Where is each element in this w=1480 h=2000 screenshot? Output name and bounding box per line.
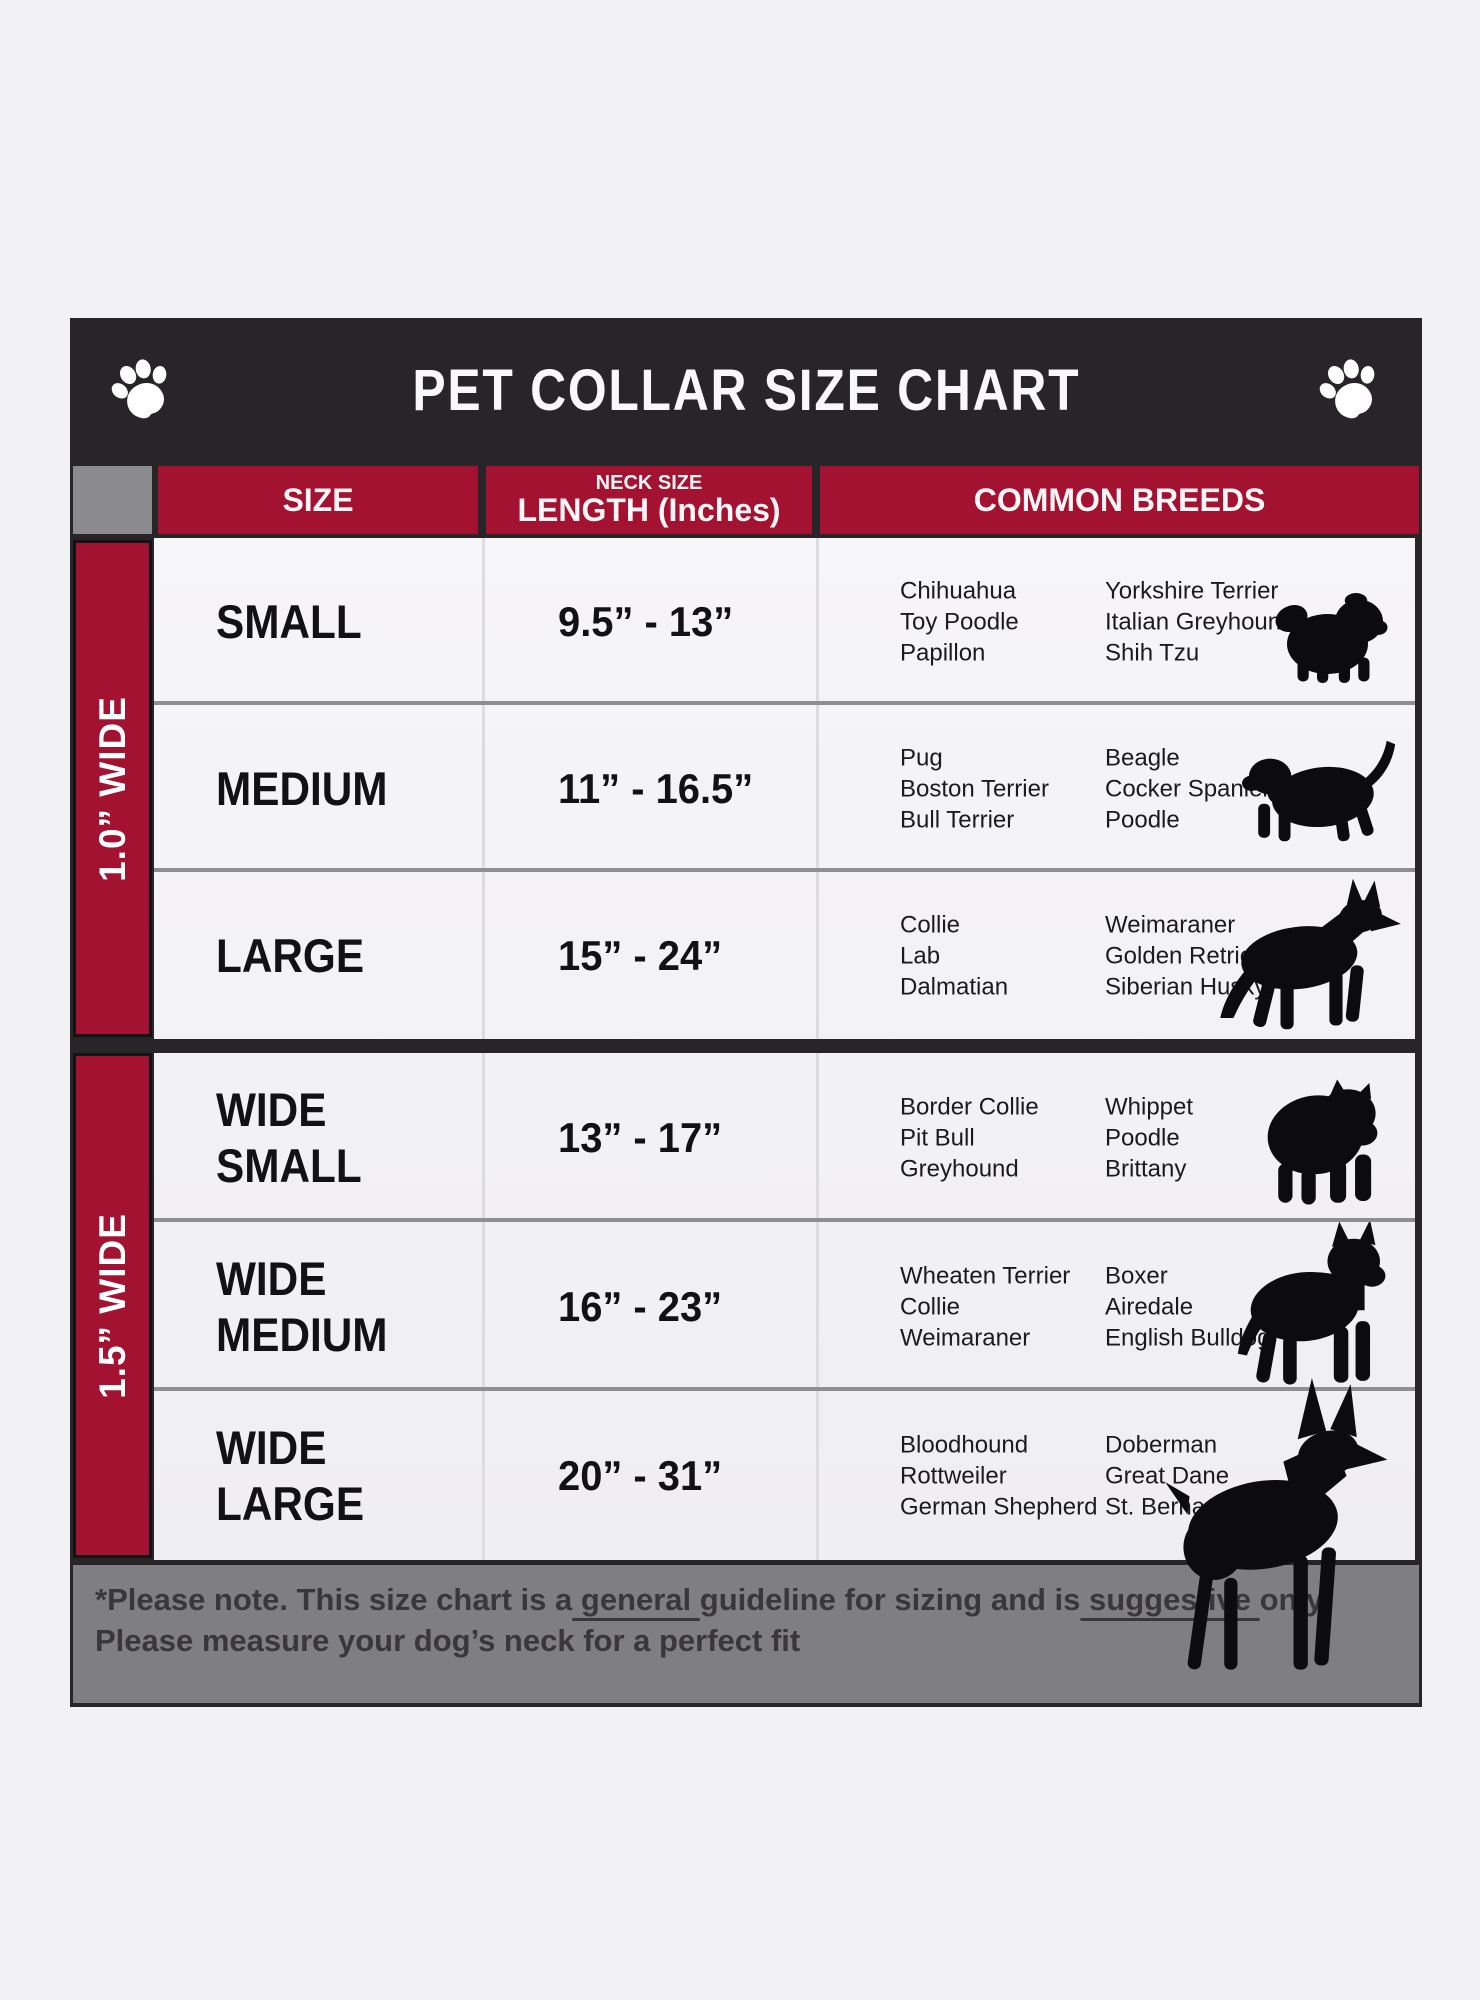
breeds-list: Beagle Cocker Spaniel Poodle bbox=[1105, 744, 1268, 833]
underlined-word-general: general bbox=[572, 1582, 700, 1617]
pet-collar-size-chart: PET COLLAR SIZE CHART SIZE NECK SIZE LEN… bbox=[70, 318, 1422, 1707]
column-header-length-inches: LENGTH (Inches) bbox=[517, 492, 781, 528]
table-row-large: LARGE 15” - 24” Collie Lab Dalmatian Wei… bbox=[154, 872, 1415, 1039]
footnote-text: *Please note. This size chart is a gener… bbox=[95, 1582, 1330, 1658]
doberman-dog-icon bbox=[1165, 1378, 1388, 1670]
length-value: 13” - 17” bbox=[558, 1113, 723, 1161]
column-header-size: SIZE bbox=[158, 466, 478, 534]
width-rail-1-5-inch: 1.5” WIDE bbox=[73, 1053, 152, 1558]
chart-title: PET COLLAR SIZE CHART bbox=[412, 357, 1080, 423]
size-label: LARGE bbox=[216, 928, 365, 982]
length-value: 11” - 16.5” bbox=[558, 764, 754, 812]
size-label: MEDIUM bbox=[216, 761, 388, 815]
breeds-list: Pug Boston Terrier Bull Terrier bbox=[900, 744, 1049, 833]
footer-note: *Please note. This size chart is a gener… bbox=[73, 1565, 1419, 1703]
table-row-medium: MEDIUM 11” - 16.5” Pug Boston Terrier Bu… bbox=[154, 705, 1415, 872]
breeds-list: Wheaten Terrier Collie Weimaraner bbox=[900, 1262, 1071, 1351]
german-shepherd-dog-icon bbox=[1220, 878, 1401, 1030]
breeds-list: Whippet Poodle Brittany bbox=[1105, 1093, 1194, 1182]
beagle-dog-icon bbox=[1242, 740, 1396, 842]
section-divider bbox=[154, 1039, 1415, 1053]
row-divider bbox=[154, 1218, 1415, 1222]
width-rail-1-inch: 1.0” WIDE bbox=[73, 540, 152, 1037]
length-value: 16” - 23” bbox=[558, 1282, 723, 1330]
table-row-wide-medium: WIDE MEDIUM 16” - 23” Wheaten Terrier Co… bbox=[154, 1219, 1415, 1391]
table-row-wide-small: WIDE SMALL 13” - 17” Border Collie Pit B… bbox=[154, 1053, 1415, 1222]
boxer-dog-icon bbox=[1237, 1219, 1386, 1385]
table-row-wide-large: WIDE LARGE 20” - 31” Bloodhound Rottweil… bbox=[154, 1391, 1415, 1560]
shih-tzu-dog-icon bbox=[1275, 593, 1388, 683]
row-divider bbox=[154, 868, 1415, 872]
width-label-1-5-inch: 1.5” WIDE bbox=[91, 1212, 133, 1399]
column-header-neck-size: NECK SIZE bbox=[595, 472, 703, 494]
size-label: SMALL bbox=[216, 594, 362, 648]
breeds-list: Yorkshire Terrier Italian Greyhound Shih… bbox=[1105, 577, 1295, 666]
length-value: 15” - 24” bbox=[558, 931, 723, 979]
paw-icon bbox=[1319, 359, 1375, 419]
row-divider bbox=[154, 701, 1415, 705]
column-header-length: NECK SIZE LENGTH (Inches) bbox=[486, 466, 812, 534]
length-value: 9.5” - 13” bbox=[558, 597, 734, 645]
footnote-line-2: Please measure your dog’s neck for a per… bbox=[95, 1623, 801, 1658]
breeds-list: Chihuahua Toy Poodle Papillon bbox=[900, 577, 1019, 666]
breeds-list: Bloodhound Rottweiler German Shepherd bbox=[900, 1431, 1098, 1520]
paw-icon bbox=[111, 359, 167, 419]
underlined-word-suggestive: suggestive bbox=[1080, 1582, 1260, 1617]
header-corner-spacer bbox=[73, 466, 152, 534]
title-bar: PET COLLAR SIZE CHART bbox=[70, 318, 1422, 462]
size-label: WIDE MEDIUM bbox=[216, 1251, 388, 1361]
breeds-list: Collie Lab Dalmatian bbox=[900, 911, 1009, 1000]
column-header-breeds: COMMON BREEDS bbox=[820, 466, 1419, 534]
length-value: 20” - 31” bbox=[558, 1451, 723, 1499]
pit-bull-dog-icon bbox=[1267, 1079, 1378, 1205]
size-label: WIDE SMALL bbox=[216, 1082, 362, 1192]
table-row-small: SMALL 9.5” - 13” Chihuahua Toy Poodle Pa… bbox=[154, 538, 1415, 705]
table-body: SMALL 9.5” - 13” Chihuahua Toy Poodle Pa… bbox=[154, 538, 1415, 1560]
breeds-list: Border Collie Pit Bull Greyhound bbox=[900, 1093, 1039, 1182]
width-label-1-inch: 1.0” WIDE bbox=[91, 695, 133, 882]
size-label: WIDE LARGE bbox=[216, 1420, 365, 1530]
row-divider bbox=[154, 1387, 1415, 1391]
